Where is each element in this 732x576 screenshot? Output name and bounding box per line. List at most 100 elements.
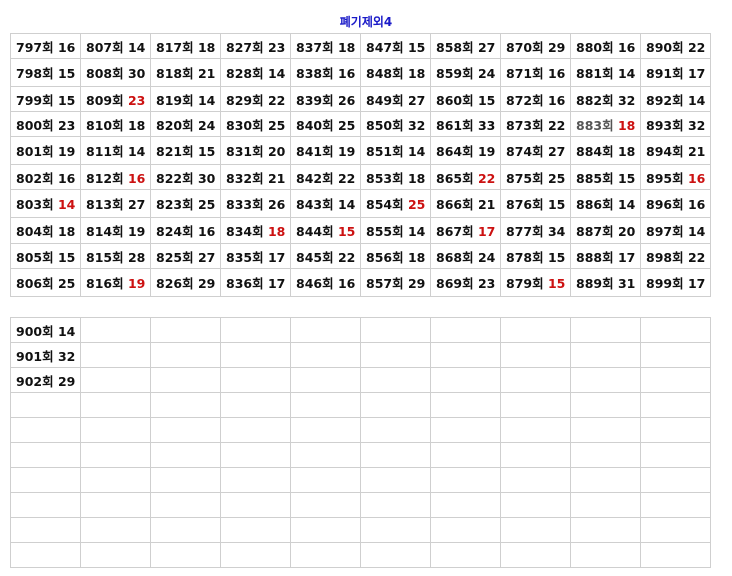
- table-cell: 813회 27: [80, 189, 151, 218]
- table-cell: 851회 14: [360, 136, 431, 165]
- table-cell: [10, 417, 81, 443]
- table-cell: 828회 14: [220, 58, 291, 87]
- table-cell: [360, 467, 431, 493]
- draw-number: 876회: [506, 197, 544, 212]
- table-row: 805회 15 815회 28 825회 27 835회 17 845회 22 856회 …: [10, 243, 711, 269]
- table-cell: 820회 24: [150, 111, 221, 137]
- sum-value: 22: [687, 249, 706, 265]
- sum-value: 18: [57, 224, 76, 239]
- sum-value: 18: [617, 117, 636, 133]
- sum-value: 15: [547, 249, 566, 265]
- table-cell: [10, 442, 81, 468]
- draw-sum-table-continued: 900회 14 901회 32 902회 29: [10, 317, 711, 568]
- table-cell: [640, 467, 711, 493]
- draw-number: 808회: [86, 66, 124, 81]
- sum-value: 26: [267, 197, 286, 212]
- draw-number: 878회: [506, 249, 544, 265]
- draw-number: 811회: [86, 144, 124, 159]
- table-cell: [290, 467, 361, 493]
- sum-value: 18: [407, 170, 426, 186]
- draw-number: 893회: [646, 117, 684, 133]
- sum-value: 14: [197, 92, 216, 108]
- table-cell: 888회 17: [570, 243, 641, 269]
- table-row: 900회 14: [10, 317, 711, 343]
- table-cell: 802회 16: [10, 164, 81, 190]
- sum-value: 24: [197, 117, 216, 133]
- draw-number: 826회: [156, 276, 194, 291]
- draw-number: 833회: [226, 197, 264, 212]
- draw-number: 822회: [156, 170, 194, 186]
- draw-number: 849회: [366, 92, 404, 108]
- sum-value: 29: [57, 373, 76, 389]
- table-cell: [80, 442, 151, 468]
- draw-number: 819회: [156, 92, 194, 108]
- table-row: 797회 16 807회 14 817회 18 827회 23 837회 18 847회 …: [10, 33, 711, 59]
- table-cell: [570, 442, 641, 468]
- table-cell: 883회 18: [570, 111, 641, 137]
- sum-value: 18: [197, 39, 216, 55]
- sum-value: 27: [477, 39, 496, 55]
- sum-value: 15: [57, 66, 76, 81]
- draw-number: 828회: [226, 66, 264, 81]
- draw-number: 899회: [646, 276, 684, 291]
- table-cell: 847회 15: [360, 33, 431, 59]
- sum-value: 14: [127, 39, 146, 55]
- table-cell: 822회 30: [150, 164, 221, 190]
- draw-number: 809회: [86, 92, 124, 108]
- table-cell: 856회 18: [360, 243, 431, 269]
- table-cell: [220, 417, 291, 443]
- table-cell: [430, 467, 501, 493]
- sum-value: 25: [547, 170, 566, 186]
- table-cell: 892회 14: [640, 86, 711, 112]
- table-cell: 869회 23: [430, 268, 501, 297]
- sum-value: 15: [197, 144, 216, 159]
- table-cell: [570, 517, 641, 543]
- table-cell: [500, 317, 571, 343]
- table-cell: 798회 15: [10, 58, 81, 87]
- draw-number: 816회: [86, 276, 124, 291]
- sum-value: 20: [617, 224, 636, 239]
- sum-value: 14: [617, 66, 636, 81]
- table-row: 804회 18 814회 19 824회 16 834회 18 844회 15 855회 …: [10, 217, 711, 244]
- draw-number: 887회: [576, 224, 614, 239]
- sum-value: 21: [267, 170, 286, 186]
- table-cell: [290, 367, 361, 393]
- table-cell: [150, 517, 221, 543]
- draw-number: 830회: [226, 117, 264, 133]
- sum-value: 16: [337, 276, 356, 291]
- sum-value: 17: [687, 276, 706, 291]
- table-cell: [10, 492, 81, 518]
- table-cell: [500, 342, 571, 368]
- table-cell: 835회 17: [220, 243, 291, 269]
- table-cell: 858회 27: [430, 33, 501, 59]
- table-row: [10, 467, 711, 493]
- table-cell: 819회 14: [150, 86, 221, 112]
- table-cell: [80, 517, 151, 543]
- sum-value: 29: [197, 276, 216, 291]
- draw-number: 802회: [16, 170, 54, 186]
- table-cell: 880회 16: [570, 33, 641, 59]
- table-row: [10, 517, 711, 543]
- sum-value: 29: [547, 39, 566, 55]
- table-cell: [150, 467, 221, 493]
- table-cell: [80, 417, 151, 443]
- table-cell: [10, 467, 81, 493]
- table-cell: [290, 342, 361, 368]
- table-cell: [430, 317, 501, 343]
- table-cell: 814회 19: [80, 217, 151, 244]
- table-cell: [570, 342, 641, 368]
- draw-number: 881회: [576, 66, 614, 81]
- table-cell: [80, 342, 151, 368]
- table-cell: [290, 392, 361, 418]
- table-cell: 818회 21: [150, 58, 221, 87]
- draw-number: 838회: [296, 66, 334, 81]
- table-cell: [500, 542, 571, 568]
- table-cell: [430, 342, 501, 368]
- table-row: [10, 492, 711, 518]
- table-cell: 834회 18: [220, 217, 291, 244]
- table-cell: [500, 492, 571, 518]
- table-cell: [640, 342, 711, 368]
- table-cell: 872회 16: [500, 86, 571, 112]
- table-cell: [290, 517, 361, 543]
- draw-number: 810회: [86, 117, 124, 133]
